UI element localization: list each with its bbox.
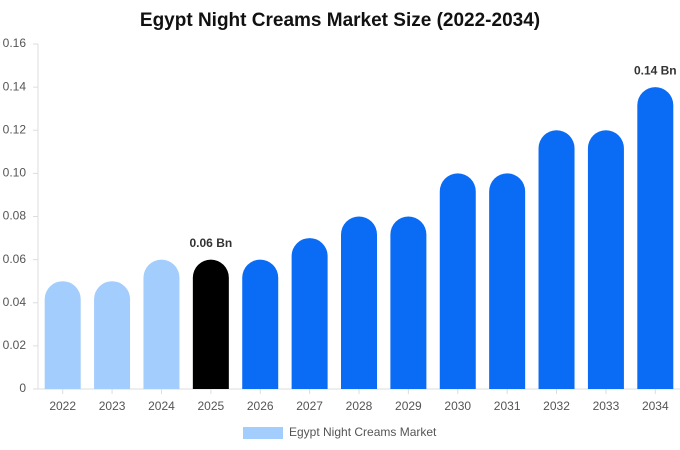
x-tick-label: 2027 [296,399,323,413]
x-tick-label: 2028 [346,399,373,413]
y-tick-label: 0.10 [3,166,27,180]
bar [637,87,674,389]
y-tick-label: 0 [19,381,26,395]
bar [143,259,180,389]
y-tick-label: 0.04 [3,295,27,309]
y-tick-label: 0.16 [3,36,27,50]
bar [94,281,131,389]
x-tick-label: 2030 [444,399,471,413]
legend-label: Egypt Night Creams Market [289,425,437,439]
bar [242,259,279,389]
x-tick-label: 2026 [247,399,274,413]
x-tick-label: 2025 [197,399,224,413]
bar [439,173,476,389]
bar [341,216,377,389]
legend-swatch [243,427,283,439]
y-tick-label: 0.08 [3,209,27,223]
x-tick-label: 2034 [642,399,669,413]
x-tick-label: 2024 [148,399,175,413]
y-tick-label: 0.02 [3,338,27,352]
value-label: 0.14 Bn [634,63,677,77]
y-tick-label: 0.14 [3,79,27,93]
value-label: 0.06 Bn [190,236,233,250]
x-tick-label: 2033 [593,399,620,413]
x-tick-label: 2029 [395,399,422,413]
x-tick-label: 2023 [99,399,126,413]
x-tick-label: 2022 [49,399,76,413]
bar [291,238,328,389]
bar [44,281,81,389]
bar [538,130,575,390]
y-tick-label: 0.06 [3,252,27,266]
bar [390,216,427,389]
y-tick-label: 0.12 [3,122,27,136]
chart-title: Egypt Night Creams Market Size (2022-203… [140,10,540,31]
bar [587,130,624,390]
bar [192,259,229,389]
x-tick-label: 2031 [494,399,521,413]
bar [489,173,526,389]
x-tick-label: 2032 [543,399,570,413]
